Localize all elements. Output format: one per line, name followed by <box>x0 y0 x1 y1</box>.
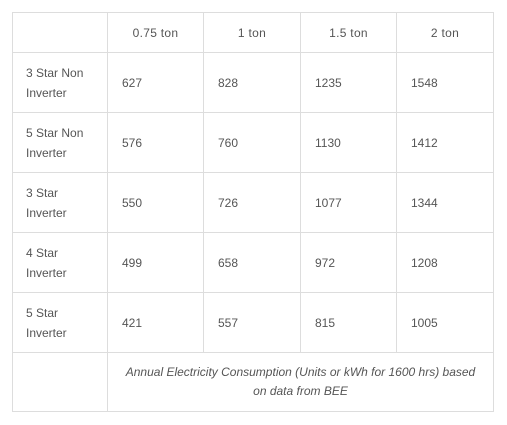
row-label-line1: 3 Star <box>26 185 59 200</box>
header-075-ton: 0.75 ton <box>107 12 204 53</box>
row-label-line2: Inverter <box>26 145 67 160</box>
table-row: 4 Star Inverter 499 658 972 1208 <box>12 232 494 293</box>
row-label-line1: 5 Star Non <box>26 125 84 140</box>
row-label-line1: 4 Star <box>26 245 59 260</box>
table-row: 3 Star Inverter 550 726 1077 1344 <box>12 172 494 233</box>
table-cell: 1548 <box>396 52 494 113</box>
row-label-5-star-non-inverter: 5 Star Non Inverter <box>12 112 108 173</box>
table-cell: 1344 <box>396 172 494 233</box>
table-cell: 1412 <box>396 112 494 173</box>
table-row: 5 Star Inverter 421 557 815 1005 <box>12 292 494 353</box>
table-cell: 726 <box>203 172 301 233</box>
row-label-line1: 3 Star Non <box>26 65 84 80</box>
header-2-ton: 2 ton <box>396 12 494 53</box>
consumption-table-container: 0.75 ton 1 ton 1.5 ton 2 ton 3 Star Non … <box>12 12 494 412</box>
table-cell: 1208 <box>396 232 494 293</box>
table-cell: 576 <box>107 112 204 173</box>
row-label-line2: Inverter <box>26 265 67 280</box>
row-label-5-star-inverter: 5 Star Inverter <box>12 292 108 353</box>
electricity-consumption-table: 0.75 ton 1 ton 1.5 ton 2 ton 3 Star Non … <box>12 12 494 412</box>
row-label-3-star-inverter: 3 Star Inverter <box>12 172 108 233</box>
table-cell: 1077 <box>300 172 397 233</box>
table-cell: 815 <box>300 292 397 353</box>
table-cell: 828 <box>203 52 301 113</box>
table-cell: 760 <box>203 112 301 173</box>
table-header-row: 0.75 ton 1 ton 1.5 ton 2 ton <box>12 12 494 53</box>
table-cell: 557 <box>203 292 301 353</box>
row-label-line2: Inverter <box>26 205 67 220</box>
header-15-ton: 1.5 ton <box>300 12 397 53</box>
header-corner-cell <box>12 12 108 53</box>
row-label-line2: Inverter <box>26 325 67 340</box>
table-cell: 550 <box>107 172 204 233</box>
header-1-ton: 1 ton <box>203 12 301 53</box>
row-label-line2: Inverter <box>26 85 67 100</box>
table-caption: Annual Electricity Consumption (Units or… <box>107 352 494 412</box>
row-label-3-star-non-inverter: 3 Star Non Inverter <box>12 52 108 113</box>
row-label-line1: 5 Star <box>26 305 59 320</box>
caption-empty-cell <box>12 352 108 412</box>
table-cell: 1130 <box>300 112 397 173</box>
table-cell: 1235 <box>300 52 397 113</box>
table-cell: 499 <box>107 232 204 293</box>
table-cell: 972 <box>300 232 397 293</box>
table-row: 3 Star Non Inverter 627 828 1235 1548 <box>12 52 494 113</box>
row-label-4-star-inverter: 4 Star Inverter <box>12 232 108 293</box>
table-caption-row: Annual Electricity Consumption (Units or… <box>12 352 494 412</box>
table-cell: 627 <box>107 52 204 113</box>
table-row: 5 Star Non Inverter 576 760 1130 1412 <box>12 112 494 173</box>
table-cell: 658 <box>203 232 301 293</box>
table-cell: 421 <box>107 292 204 353</box>
table-cell: 1005 <box>396 292 494 353</box>
